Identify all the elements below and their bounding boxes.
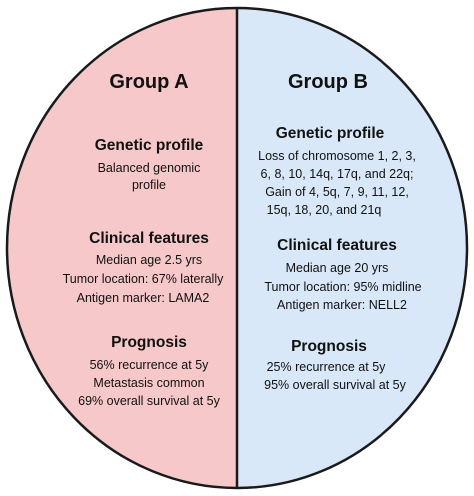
group-a-prognosis-line: Metastasis common (93, 376, 204, 390)
group-a-clinical-features-heading: Clinical features (89, 230, 209, 247)
group-b-title: Group B (288, 71, 368, 93)
group-b-genetic-line: Loss of chromosome 1, 2, 3, (258, 149, 416, 163)
group-a-panel: Group A Genetic profile Balanced genomic… (63, 71, 224, 408)
group-a-clinical-line: Antigen marker: LAMA2 (77, 291, 210, 305)
group-b-clinical-line: Antigen marker: NELL2 (277, 298, 407, 312)
group-a-clinical-line: Tumor location: 67% laterally (63, 272, 224, 286)
group-a-genetic-line: profile (132, 178, 166, 192)
group-a-prognosis-line: 69% overall survival at 5y (78, 394, 220, 408)
group-a-genetic-profile-heading: Genetic profile (95, 137, 204, 154)
group-a-genetic-line: Balanced genomic (98, 161, 201, 175)
group-b-genetic-line: 6, 8, 10, 14q, 17q, and 22q; (261, 167, 414, 181)
group-a-title: Group A (109, 71, 188, 93)
group-b-clinical-features-heading: Clinical features (277, 237, 397, 254)
group-a-prognosis-line: 56% recurrence at 5y (90, 358, 210, 372)
group-b-prognosis-line: 25% recurrence at 5y (267, 360, 387, 374)
group-b-genetic-profile-heading: Genetic profile (276, 125, 385, 142)
group-b-panel: Group B Genetic profile Loss of chromoso… (258, 71, 422, 392)
group-b-half (237, 8, 467, 488)
group-b-genetic-line: 15q, 18, 20, and 21q (267, 203, 382, 217)
group-a-half (7, 8, 237, 488)
group-b-clinical-line: Tumor location: 95% midline (264, 280, 421, 294)
group-b-clinical-line: Median age 20 yrs (286, 261, 389, 275)
group-b-prognosis-heading: Prognosis (291, 338, 367, 355)
group-a-prognosis-heading: Prognosis (111, 334, 187, 351)
group-b-prognosis-line: 95% overall survival at 5y (264, 378, 406, 392)
group-b-genetic-line: Gain of 4, 5q, 7, 9, 11, 12, (265, 185, 409, 199)
group-a-clinical-line: Median age 2.5 yrs (96, 253, 202, 267)
